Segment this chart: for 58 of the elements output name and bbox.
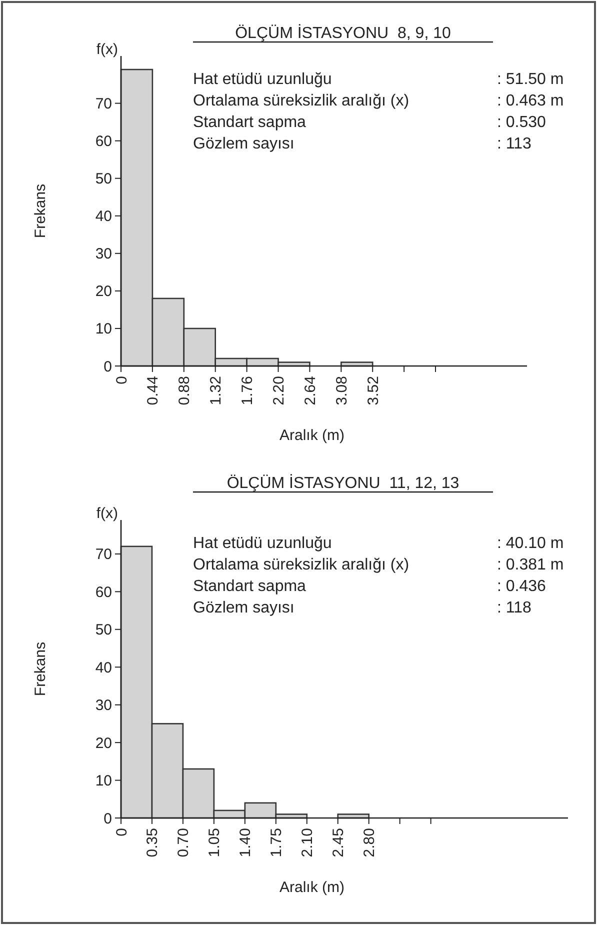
x-tick-label: 3.52 (364, 376, 382, 406)
annotation: Ortalama süreksizlik aralığı (x) (193, 92, 410, 110)
y-tick-label: 30 (95, 246, 112, 263)
y-tick-label: 60 (95, 133, 112, 150)
y-tick-label: 40 (95, 659, 112, 676)
y-tick-label: 70 (95, 546, 112, 564)
annotation: : 0.530 (497, 114, 546, 131)
x-tick-label: 1.75 (268, 828, 286, 858)
annotation: Standart sapma (193, 578, 306, 595)
y-tick-label: 60 (95, 584, 112, 601)
annotation: : 40.10 m (497, 535, 564, 552)
x-tick-label: 0 (113, 376, 130, 384)
x-tick-label: 2.45 (330, 828, 348, 858)
x-tick-label: 0.35 (144, 828, 162, 858)
y-tick-label: 70 (95, 96, 112, 113)
x-tick-label: 1.05 (206, 828, 224, 858)
chart-title: ÖLÇÜM İSTASYONU 8, 9, 10 (235, 24, 451, 42)
annotation: Gözlem sayısı (193, 600, 294, 616)
x-tick-label: 2.20 (270, 376, 288, 406)
text: f(x) (96, 505, 118, 522)
x-tick-label: 0.70 (175, 828, 192, 858)
x-axis-title: Aralık (m) (280, 879, 344, 896)
x-tick-label: 3.08 (333, 376, 350, 406)
annotation: : 0.436 (497, 578, 546, 595)
y-tick-label: 0 (104, 810, 112, 828)
annotation: Hat etüdü uzunluğu (193, 71, 332, 88)
y-tick-label: 0 (104, 358, 112, 376)
x-tick-label: 0 (113, 828, 130, 836)
y-tick-label: 10 (95, 772, 112, 790)
annotation: Hat etüdü uzunluğu (193, 535, 332, 552)
x-tick-label: 1.76 (239, 376, 256, 406)
annotation: : 0.463 m (497, 92, 564, 110)
x-tick-label: 1.32 (208, 376, 225, 406)
text: f(x) (96, 41, 118, 58)
y-tick-label: 10 (95, 320, 112, 338)
y-tick-label: 30 (95, 697, 112, 714)
x-axis-title: Aralık (m) (280, 427, 344, 444)
annotation: : 51.50 m (497, 71, 564, 88)
x-tick-label: 1.40 (237, 828, 254, 858)
chart-title: ÖLÇÜM İSTASYONU 11, 12, 13 (226, 474, 460, 492)
annotation: : 118 (497, 600, 532, 616)
x-tick-label: 2.64 (302, 376, 319, 406)
annotation: : 0.381 m (497, 556, 564, 574)
annotation: Standart sapma (193, 114, 306, 131)
x-tick-label: 0.44 (144, 376, 162, 406)
y-tick-label: 50 (95, 170, 112, 188)
y-tick-label: 40 (95, 208, 112, 226)
annotation: : 113 (497, 136, 532, 152)
y-axis-title: Frekans (32, 184, 49, 238)
annotation: Gözlem sayısı (193, 136, 294, 152)
y-tick-label: 20 (95, 734, 112, 752)
y-tick-label: 50 (95, 622, 112, 639)
annotation: Ortalama süreksizlik aralığı (x) (193, 556, 410, 574)
y-tick-label: 20 (95, 283, 112, 300)
x-tick-label: 2.80 (361, 828, 378, 858)
x-tick-label: 0.88 (176, 376, 194, 406)
y-axis-title: Frekans (32, 642, 49, 696)
x-tick-label: 2.10 (299, 828, 316, 858)
